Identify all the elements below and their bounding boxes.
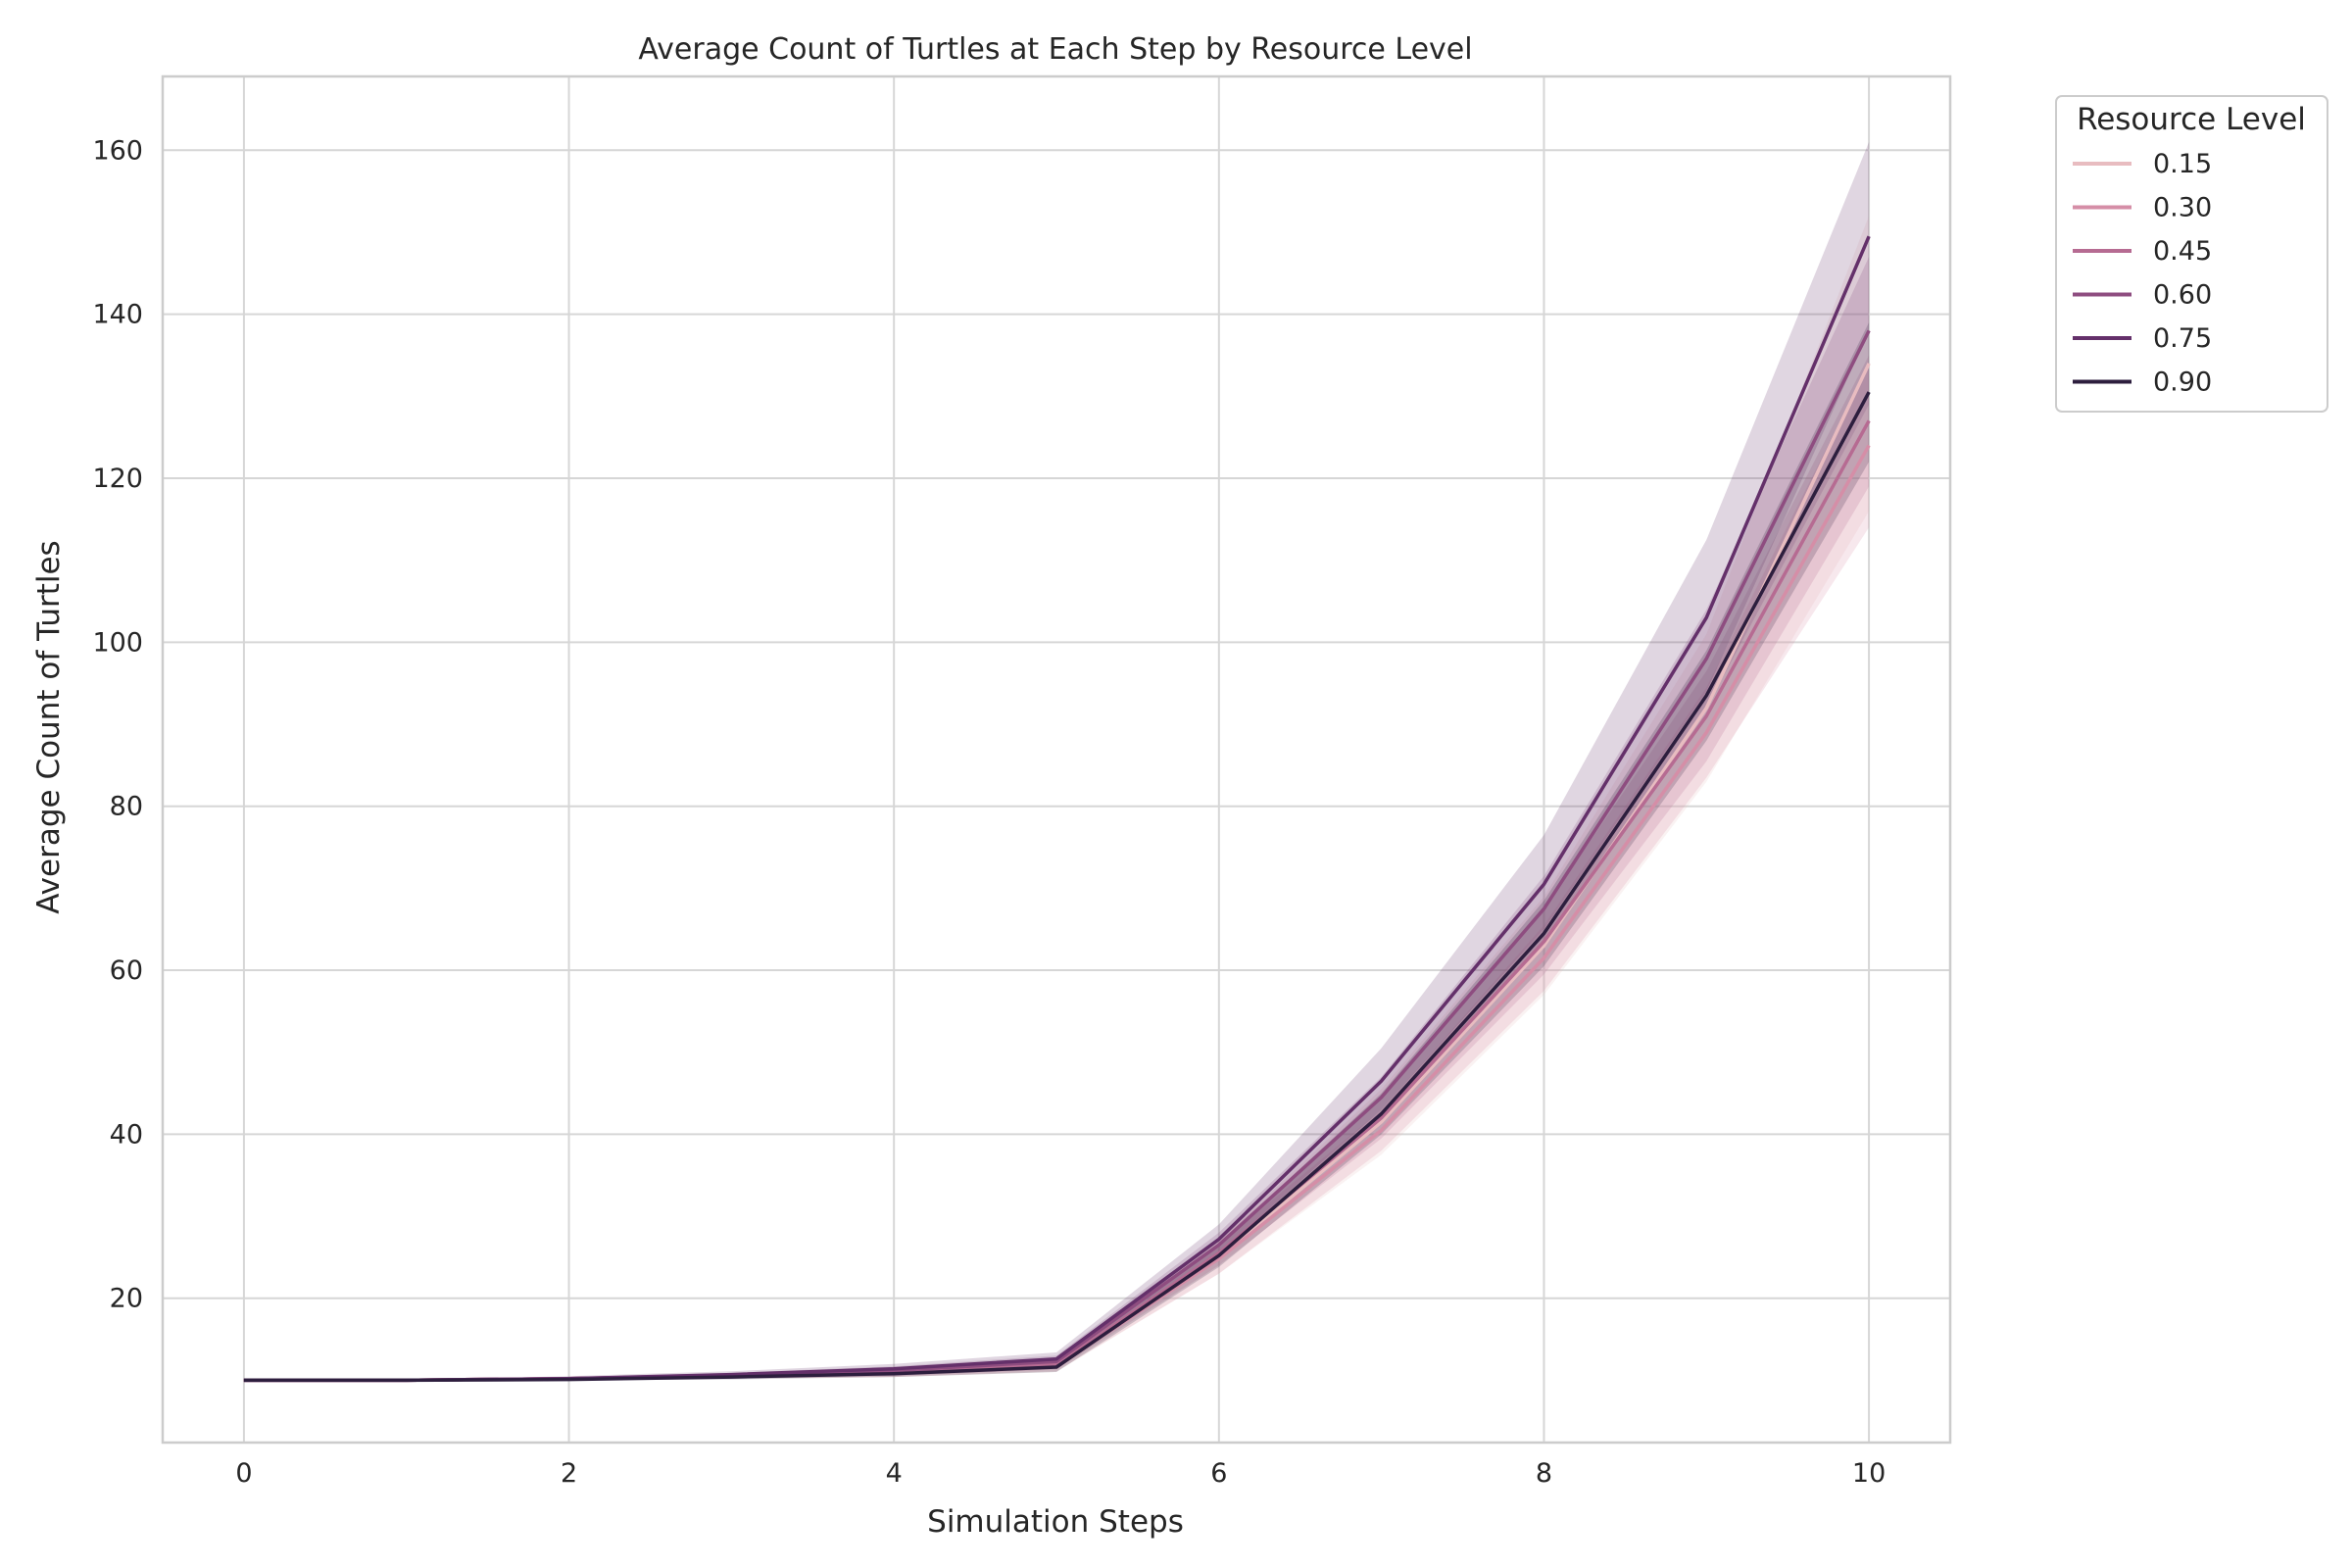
x-tick-label: 4 [886, 1458, 903, 1489]
legend-label: 0.30 [2153, 193, 2212, 223]
x-tick-label: 6 [1210, 1458, 1227, 1489]
legend-item-0.45[interactable]: 0.45 [2073, 236, 2212, 267]
y-tick-label: 160 [92, 135, 143, 166]
legend-box [2055, 95, 2328, 413]
x-tick-label: 0 [235, 1458, 252, 1489]
legend-item-0.15[interactable]: 0.15 [2073, 149, 2212, 179]
x-axis-label: Simulation Steps [927, 1504, 1184, 1540]
legend-item-0.30[interactable]: 0.30 [2073, 193, 2212, 223]
band-layer [243, 141, 1870, 1381]
grid-layer [163, 76, 1950, 1443]
legend-label: 0.75 [2153, 323, 2212, 354]
legend-item-0.75[interactable]: 0.75 [2073, 323, 2212, 354]
confidence-band-0.45 [243, 355, 1870, 1381]
legend-item-0.60[interactable]: 0.60 [2073, 280, 2212, 311]
legend-item-0.90[interactable]: 0.90 [2073, 368, 2212, 398]
legend-label: 0.45 [2153, 236, 2212, 267]
x-tick-label: 8 [1536, 1458, 1552, 1489]
series-line-0.30 [243, 444, 1871, 1383]
legend-items: 0.15 0.30 0.45 0.60 0.75 0.90 [2073, 149, 2212, 398]
y-tick-label: 40 [110, 1119, 143, 1150]
x-tick-label: 2 [561, 1458, 577, 1489]
confidence-band-0.90 [243, 322, 1870, 1381]
legend-label: 0.90 [2153, 368, 2212, 398]
line-layer [243, 235, 1871, 1383]
legend-label: 0.60 [2153, 280, 2212, 311]
tick-layer: 0 2 4 6 8 10 20 40 60 80 100 120 140 160 [92, 135, 1886, 1489]
y-tick-label: 80 [110, 792, 143, 822]
y-tick-label: 120 [92, 464, 143, 494]
plot-frame [161, 74, 1952, 1445]
x-tick-label: 10 [1852, 1458, 1886, 1489]
confidence-band-0.75 [243, 141, 1870, 1381]
legend-label: 0.15 [2153, 149, 2212, 179]
legend[interactable]: Resource Level 0.15 0.30 0.45 0.60 0.75 0.90 [2055, 95, 2328, 413]
confidence-band-0.30 [243, 363, 1870, 1381]
series-line-0.90 [243, 391, 1871, 1383]
series-line-0.45 [243, 419, 1871, 1383]
y-tick-label: 60 [110, 956, 143, 986]
y-tick-label: 20 [110, 1284, 143, 1314]
y-axis-label: Average Count of Turtles [31, 540, 67, 913]
legend-title: Resource Level [2077, 102, 2306, 137]
y-tick-label: 140 [92, 300, 143, 330]
chart-title: Average Count of Turtles at Each Step by… [638, 32, 1472, 67]
y-tick-label: 100 [92, 627, 143, 658]
